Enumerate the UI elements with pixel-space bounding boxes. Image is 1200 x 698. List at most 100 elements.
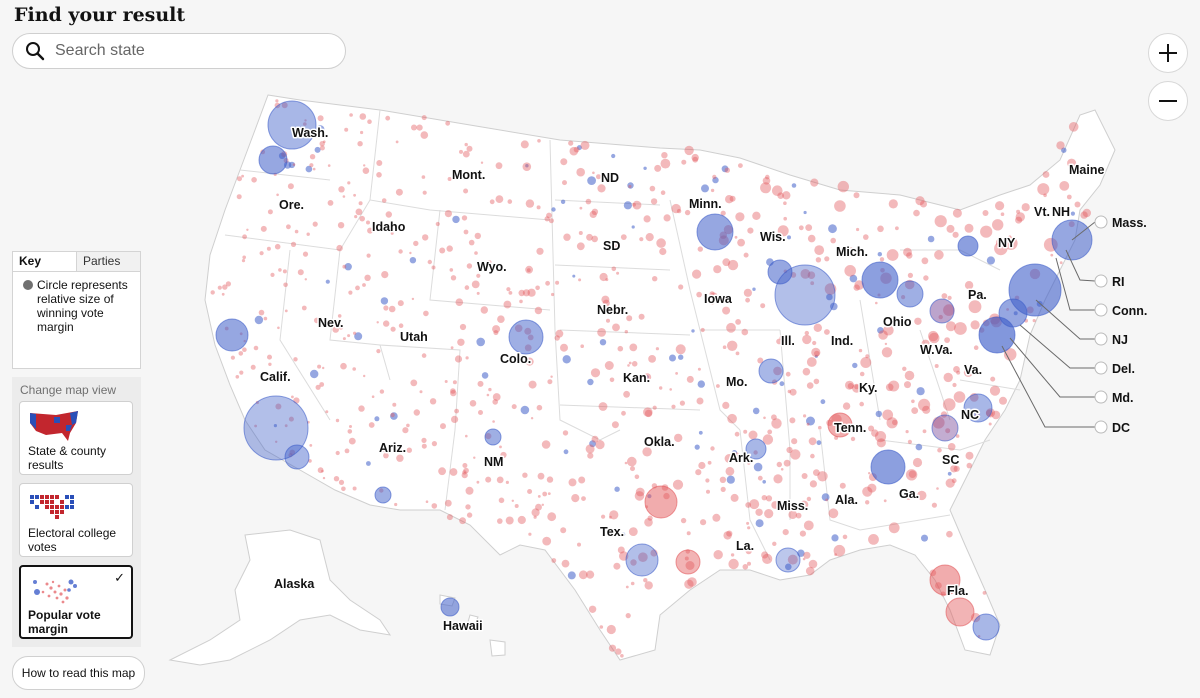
callout-label-mass[interactable]: Mass. [1112,216,1147,230]
view-option-popular-vote[interactable]: ✓ Popular vote margin [19,565,133,639]
county-margin-circle [964,281,974,290]
county-margin-circle [674,433,683,443]
county-margin-circle [542,491,548,497]
callout-marker[interactable] [1094,215,1108,229]
county-margin-circle [238,351,244,356]
callout-label-del[interactable]: Del. [1112,362,1135,376]
county-margin-circle [366,461,371,466]
county-margin-circle [315,384,321,390]
county-margin-circle [669,354,676,362]
county-margin-circle [266,246,271,251]
county-margin-circle [713,265,722,274]
county-margin-circle [609,377,615,383]
search-box[interactable] [12,33,346,69]
county-margin-circle [319,382,325,387]
callout-marker[interactable] [1094,361,1108,375]
county-margin-circle [608,644,617,652]
county-margin-circle [801,473,808,479]
map-land [168,94,1116,666]
county-margin-circle [947,295,952,300]
county-margin-circle [649,185,656,192]
county-margin-circle [526,268,531,273]
county-margin-circle [531,508,540,517]
county-margin-circle [511,499,514,502]
county-margin-circle [283,282,288,288]
callout-marker[interactable] [1094,332,1108,346]
how-to-read-button[interactable]: How to read this map [12,656,145,690]
state-label: Hawaii [443,619,483,633]
county-margin-circle [242,255,246,260]
map-view-heading: Change map view [20,383,117,397]
county-margin-circle [425,500,429,504]
county-margin-circle [833,544,846,557]
county-margin-circle [854,280,864,290]
county-margin-circle [492,325,501,334]
county-margin-circle [705,478,710,483]
county-margin-circle [931,502,938,508]
zoom-in-button[interactable] [1148,33,1188,73]
county-margin-circle [886,249,899,261]
callout-label-ri[interactable]: RI [1112,275,1125,289]
county-margin-circle [934,250,944,260]
county-margin-circle [474,232,481,240]
county-margin-circle [368,422,375,428]
county-margin-circle [381,271,389,279]
tab-key[interactable]: Key [13,252,77,271]
county-margin-circle [712,174,717,179]
county-margin-circle [580,344,584,349]
county-margin-circle [573,146,580,153]
county-margin-circle [381,198,387,203]
county-margin-circle [811,347,821,357]
county-margin-circle [471,280,480,289]
county-margin-circle [286,224,291,230]
county-margin-circle [551,558,557,563]
county-margin-circle [292,163,296,166]
county-margin-circle [270,272,275,277]
state-label: Ky. [859,381,878,395]
margin-circle [767,259,793,285]
county-margin-circle [493,330,499,336]
county-margin-circle [352,367,357,371]
view-option-label: Popular vote margin [28,608,101,636]
margin-circle [440,597,460,617]
county-margin-circle [686,531,691,536]
county-margin-circle [753,462,763,472]
callout-marker[interactable] [1094,390,1108,404]
county-margin-circle [937,447,942,453]
view-option-state-county[interactable]: State & county results [19,401,133,475]
callout-marker[interactable] [1094,420,1108,434]
callout-marker[interactable] [1094,303,1108,317]
county-margin-circle [239,370,244,375]
callout-label-md[interactable]: Md. [1112,391,1134,405]
northeast-callouts[interactable]: Mass. RI Conn. NJ Del. Md. DC [1001,215,1147,435]
county-margin-circle [278,268,282,272]
county-margin-circle [427,259,432,265]
tab-parties[interactable]: Parties [77,252,140,271]
county-margin-circle [605,278,609,282]
county-margin-circle [882,409,894,421]
county-margin-circle [487,260,492,265]
county-margin-circle [980,225,993,238]
callout-label-nj[interactable]: NJ [1112,333,1128,347]
callout-label-dc[interactable]: DC [1112,421,1130,435]
callout-label-conn[interactable]: Conn. [1112,304,1147,318]
county-margin-circle [342,264,347,269]
county-margin-circle [444,499,452,507]
county-margin-circle [877,225,884,233]
county-margin-circle [765,174,770,180]
county-margin-circle [680,517,687,524]
callout-marker[interactable] [1094,274,1108,288]
county-margin-circle [277,326,280,330]
county-margin-circle [383,452,389,459]
search-input[interactable] [53,41,327,61]
zoom-out-button[interactable] [1148,81,1188,121]
county-margin-circle [541,503,544,506]
county-margin-circle [572,274,576,278]
county-margin-circle [917,490,927,501]
county-margin-circle [534,306,543,315]
state-labels: Wash. Ore. Calif. Nev. Idaho Mont. Wyo. … [259,125,1106,635]
state-label: SC [942,453,959,467]
view-option-electoral-college[interactable]: Electoral college votes [19,483,133,557]
key-tabs: Key Parties [13,252,140,272]
